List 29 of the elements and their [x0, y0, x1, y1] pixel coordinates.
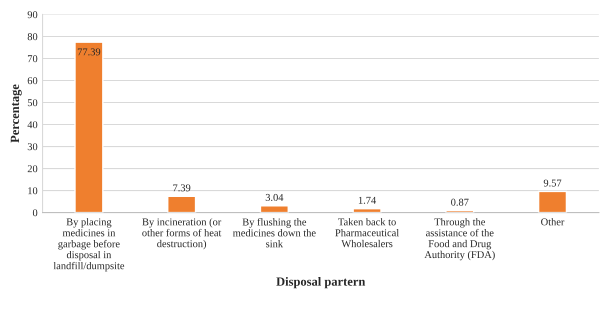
- y-axis-title: Percentage: [10, 84, 22, 143]
- x-tick-label: Taken back to Pharmaceutical Wholesalers: [335, 218, 399, 248]
- data-label: 77.39: [78, 48, 100, 56]
- x-tick-label: Other: [541, 218, 564, 226]
- y-tick-label: 60: [28, 77, 38, 84]
- data-label: 7.39: [173, 184, 190, 192]
- bar: [352, 208, 382, 213]
- data-label: 0.87: [451, 198, 469, 206]
- y-tick-label: 80: [28, 33, 38, 40]
- y-tick-label: 40: [27, 121, 38, 128]
- x-axis-title: Disposal partern: [276, 276, 366, 288]
- x-tick-label: By incineration (or other forms of heat destruction): [142, 218, 222, 250]
- bar: [167, 196, 196, 213]
- y-tick-label: 20: [28, 165, 38, 172]
- data-label: 3.04: [266, 194, 284, 201]
- y-tick-label: 50: [28, 99, 38, 106]
- bar: [538, 190, 568, 213]
- bar: [74, 42, 104, 213]
- y-tick-label: 0: [32, 209, 38, 216]
- y-tick-label: 90: [28, 11, 38, 18]
- y-tick-label: 70: [28, 55, 38, 62]
- y-tick-label: 30: [28, 143, 38, 150]
- x-tick-label: By flushing the medicines down the sink: [232, 218, 316, 248]
- x-tick-label: Through the assistance of the Food and Drug Authority (FDA): [424, 218, 495, 260]
- y-tick-label: 10: [28, 187, 38, 194]
- x-tick-label: By placing medicines in garbage before disposal in landfill/dumpsite: [54, 218, 124, 272]
- bar: [260, 205, 289, 213]
- data-label: 1.74: [358, 196, 376, 204]
- data-label: 9.57: [544, 180, 562, 187]
